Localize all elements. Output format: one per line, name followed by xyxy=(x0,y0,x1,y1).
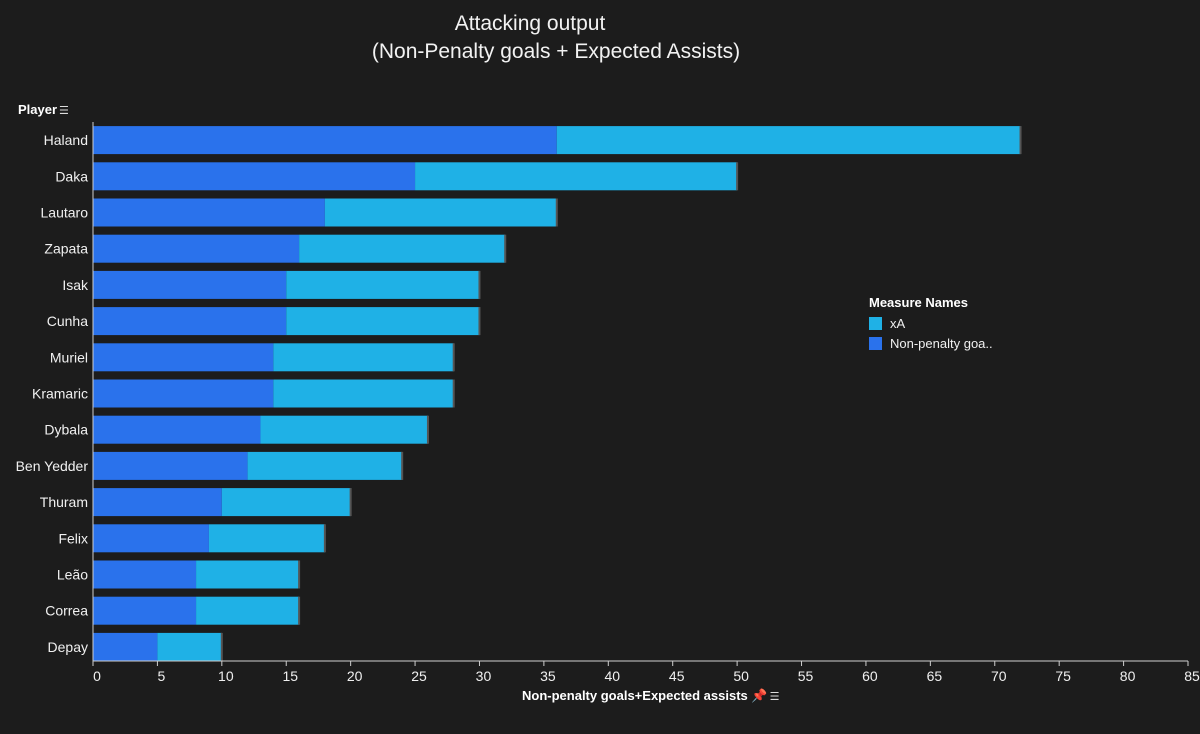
x-tick-label: 70 xyxy=(991,668,1007,684)
bar-end-13 xyxy=(298,596,301,625)
x-tick-label: 40 xyxy=(605,668,621,684)
x-axis-label: Non-penalty goals+Expected assists xyxy=(522,688,748,703)
category-label: Thuram xyxy=(40,494,88,510)
bar-xa-14[interactable] xyxy=(157,632,222,661)
bar-goals-8[interactable] xyxy=(93,415,261,444)
category-label: Leão xyxy=(57,567,88,583)
bar-end-6 xyxy=(452,343,455,372)
bar-end-5 xyxy=(478,307,481,336)
bar-goals-9[interactable] xyxy=(93,451,248,480)
legend-label-goals: Non-penalty goa.. xyxy=(890,336,993,351)
bar-end-7 xyxy=(452,379,455,408)
bar-end-0 xyxy=(1019,126,1022,155)
category-label: Haland xyxy=(44,132,88,148)
category-label: Dybala xyxy=(44,422,88,438)
legend-label-xa: xA xyxy=(890,316,906,331)
x-tick-label: 10 xyxy=(218,668,234,684)
category-label: Kramaric xyxy=(32,386,88,402)
bar-xa-1[interactable] xyxy=(415,162,738,191)
bar-goals-1[interactable] xyxy=(93,162,416,191)
sort-icon[interactable]: ☰ xyxy=(59,105,69,117)
x-tick-label: 55 xyxy=(798,668,814,684)
bar-goals-6[interactable] xyxy=(93,343,274,372)
pin-icon[interactable]: 📌 xyxy=(751,688,768,703)
legend-title: Measure Names xyxy=(869,295,968,310)
legend-item-xa[interactable]: xA xyxy=(869,316,993,331)
bar-end-11 xyxy=(323,524,326,553)
bar-goals-0[interactable] xyxy=(93,126,557,155)
x-tick-label: 60 xyxy=(862,668,878,684)
legend: Measure Names xA Non-penalty goa.. xyxy=(869,295,993,356)
category-label: Daka xyxy=(55,168,88,184)
bar-end-10 xyxy=(349,488,352,517)
bar-end-9 xyxy=(401,451,404,480)
category-label: Cunha xyxy=(47,313,88,329)
bar-end-2 xyxy=(555,198,558,227)
player-axis-header[interactable]: Player ☰ xyxy=(18,102,69,117)
chart-title: Attacking output xyxy=(454,12,606,35)
bar-end-8 xyxy=(426,415,429,444)
legend-swatch-goals xyxy=(869,337,882,350)
x-tick-label: 65 xyxy=(927,668,943,684)
category-label: Zapata xyxy=(44,241,88,257)
x-tick-label: 5 xyxy=(158,668,166,684)
category-label: Isak xyxy=(62,277,89,293)
category-label: Felix xyxy=(58,530,88,546)
x-tick-label: 15 xyxy=(282,668,298,684)
x-tick-label: 20 xyxy=(347,668,363,684)
bar-xa-11[interactable] xyxy=(208,524,325,553)
bar-goals-2[interactable] xyxy=(93,198,325,227)
bar-xa-6[interactable] xyxy=(273,343,454,372)
bar-goals-5[interactable] xyxy=(93,307,287,336)
player-axis-label: Player xyxy=(18,102,58,117)
bar-end-1 xyxy=(736,162,739,191)
bar-end-14 xyxy=(220,632,223,661)
bar-xa-10[interactable] xyxy=(221,488,351,517)
sort-icon[interactable]: ☰ xyxy=(769,691,780,703)
x-tick-label: 30 xyxy=(476,668,492,684)
category-label: Ben Yedder xyxy=(16,458,89,474)
x-tick-label: 50 xyxy=(733,668,749,684)
x-tick-label: 25 xyxy=(411,668,427,684)
x-tick-label: 80 xyxy=(1120,668,1136,684)
bar-xa-12[interactable] xyxy=(196,560,300,589)
chart-subtitle: (Non-Penalty goals + Expected Assists) xyxy=(371,40,741,63)
bar-goals-11[interactable] xyxy=(93,524,209,553)
bar-xa-5[interactable] xyxy=(286,307,480,336)
bar-goals-13[interactable] xyxy=(93,596,197,625)
bar-goals-10[interactable] xyxy=(93,488,222,517)
x-tick-label: 75 xyxy=(1055,668,1071,684)
bar-xa-9[interactable] xyxy=(247,451,403,480)
bar-xa-13[interactable] xyxy=(196,596,300,625)
bar-goals-3[interactable] xyxy=(93,234,300,263)
bar-xa-3[interactable] xyxy=(299,234,506,263)
bar-xa-0[interactable] xyxy=(556,126,1021,155)
bar-goals-14[interactable] xyxy=(93,632,158,661)
legend-swatch-xa xyxy=(869,317,882,330)
bar-end-12 xyxy=(298,560,301,589)
bar-xa-8[interactable] xyxy=(260,415,428,444)
x-axis-label-container[interactable]: Non-penalty goals+Expected assists 📌 ☰ xyxy=(522,688,779,704)
bar-end-3 xyxy=(504,234,507,263)
bar-goals-12[interactable] xyxy=(93,560,197,589)
bar-xa-7[interactable] xyxy=(273,379,454,408)
bar-xa-4[interactable] xyxy=(286,270,480,299)
category-label: Correa xyxy=(45,603,88,619)
bar-goals-4[interactable] xyxy=(93,270,287,299)
bar-end-4 xyxy=(478,270,481,299)
x-tick-label: 0 xyxy=(93,668,101,684)
bar-goals-7[interactable] xyxy=(93,379,274,408)
x-tick-label: 45 xyxy=(669,668,685,684)
x-tick-label: 85 xyxy=(1184,668,1200,684)
category-label: Muriel xyxy=(50,349,88,365)
bar-xa-2[interactable] xyxy=(324,198,557,227)
x-tick-label: 35 xyxy=(540,668,556,684)
legend-item-goals[interactable]: Non-penalty goa.. xyxy=(869,336,993,351)
category-label: Lautaro xyxy=(41,205,89,221)
category-label: Depay xyxy=(48,639,88,655)
